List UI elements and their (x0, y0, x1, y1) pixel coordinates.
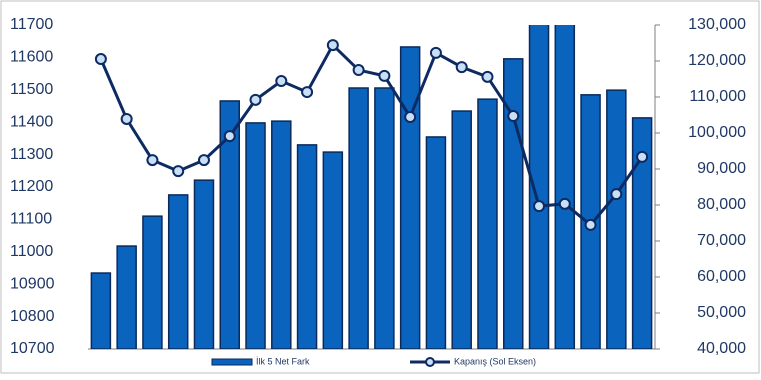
y2-tick-label: 90,000 (697, 160, 746, 177)
legend-swatch (425, 357, 435, 367)
y2-tick-label: 80,000 (697, 196, 746, 213)
y-tick-label: 10700 (10, 340, 55, 357)
line-marker (455, 61, 468, 74)
y-tick-label: 11700 (10, 16, 53, 33)
bar (296, 144, 318, 349)
line-marker (404, 111, 417, 124)
line-marker (636, 150, 649, 163)
line-marker (481, 70, 494, 83)
y2-tick-label: 60,000 (697, 268, 746, 285)
y-tick-label: 11300 (10, 146, 53, 163)
y2-tick-label: 50,000 (697, 304, 746, 321)
y2-tick-label: 40,000 (697, 340, 746, 357)
bar (477, 98, 498, 349)
bar (399, 46, 421, 349)
y2-tick-label: 120,000 (688, 52, 746, 69)
bar (116, 245, 137, 349)
bar (425, 136, 447, 349)
bar (554, 25, 576, 349)
line-marker (352, 64, 365, 77)
line-marker (326, 39, 339, 52)
bar (631, 117, 653, 349)
y2-tick-label: 70,000 (697, 232, 746, 249)
y-tick-label: 11600 (10, 49, 53, 66)
line-marker (197, 154, 210, 167)
bar (374, 87, 395, 349)
y2-tick-label: 130,000 (688, 16, 746, 33)
bar (271, 120, 292, 349)
legend-swatch (211, 358, 253, 366)
bar (193, 179, 215, 349)
bar (245, 122, 266, 349)
legend-label: Kapanış (Sol Eksen) (454, 356, 536, 366)
line-marker (429, 46, 442, 59)
line-marker (301, 86, 314, 99)
bar (322, 151, 344, 349)
line-marker (146, 154, 159, 167)
line-marker (533, 200, 546, 213)
y-tick-label: 10900 (10, 275, 55, 292)
bar (90, 272, 112, 349)
line-marker (610, 188, 623, 201)
line-marker (94, 53, 107, 66)
line-marker (275, 75, 288, 88)
bar (451, 110, 472, 349)
line-marker (507, 110, 520, 123)
y-tick-label: 10800 (10, 308, 55, 325)
y-tick-label: 11400 (10, 113, 53, 130)
bar (348, 87, 369, 349)
line-marker (558, 197, 571, 210)
line-marker (249, 93, 262, 106)
y-tick-label: 11100 (10, 211, 52, 228)
line-marker (223, 130, 236, 143)
bar (167, 194, 189, 349)
bar (219, 100, 240, 349)
y-tick-label: 11000 (10, 243, 53, 260)
bar (503, 58, 524, 349)
bar (142, 215, 163, 349)
line-marker (120, 112, 133, 125)
legend-label: İlk 5 Net Fark (256, 356, 310, 366)
bar (606, 89, 627, 349)
line-marker (172, 165, 185, 178)
y-tick-label: 11200 (10, 178, 53, 195)
line (99, 42, 644, 228)
y2-tick-label: 100,000 (688, 124, 746, 141)
line-marker (378, 69, 391, 82)
line-marker (584, 218, 597, 231)
y2-tick-label: 110,000 (689, 88, 746, 105)
y-tick-label: 11500 (10, 81, 53, 98)
